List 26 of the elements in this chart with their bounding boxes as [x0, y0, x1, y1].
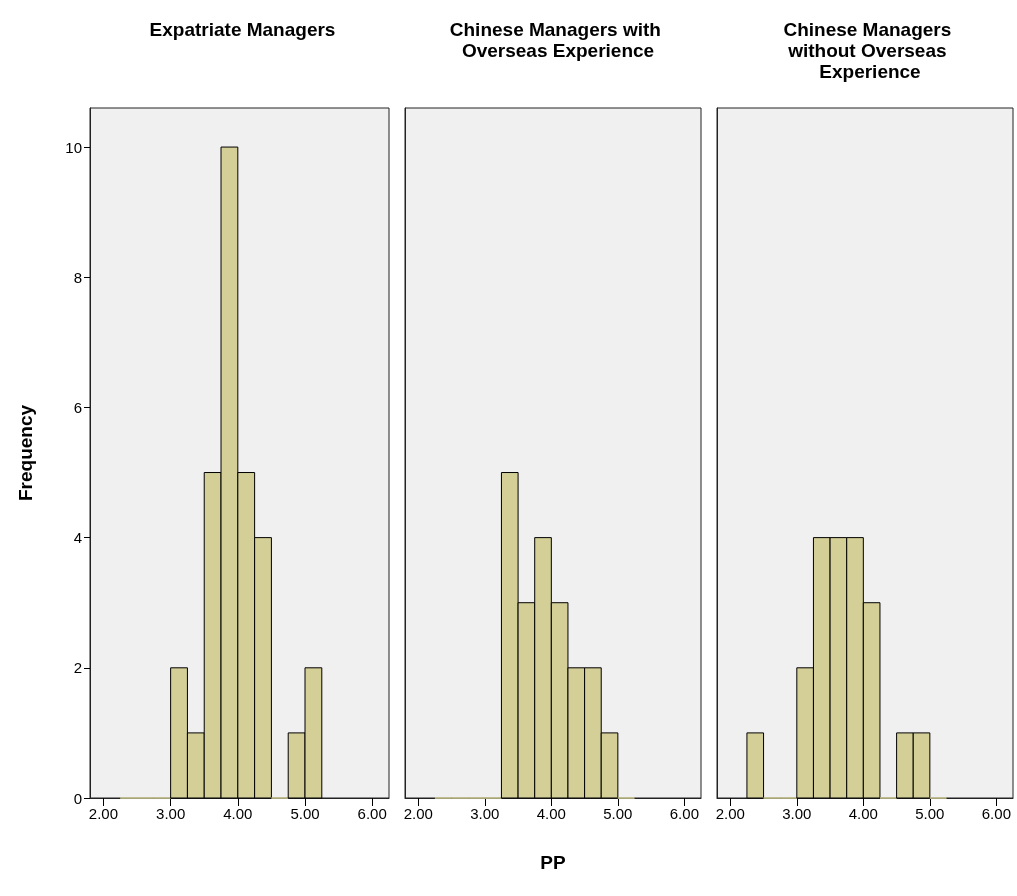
x-tick-label: 3.00 [156, 805, 186, 822]
y-tick-label: 10 [65, 138, 82, 156]
x-tick-label: 2.00 [403, 805, 433, 822]
x-tick-label: 5.00 [915, 805, 945, 822]
y-tick-label: 8 [73, 268, 82, 286]
x-tick-label: 2.00 [715, 805, 745, 822]
x-tick-label: 6.00 [357, 805, 387, 822]
x-axis-title: PP [540, 852, 566, 873]
x-tick-label: 3.00 [470, 805, 500, 822]
x-tick-label: 3.00 [782, 805, 812, 822]
y-tick-label: 4 [73, 529, 82, 547]
y-tick-label: 0 [73, 789, 82, 807]
x-tick-label: 5.00 [603, 805, 633, 822]
x-tick-label: 6.00 [669, 805, 699, 822]
chart-title: Expatriate Managers [149, 19, 336, 40]
x-tick-label: 2.00 [88, 805, 119, 822]
x-tick-label: 4.00 [848, 805, 878, 822]
x-tick-label: 4.00 [536, 805, 566, 822]
chart-title: Chinese Managers without Overseas Experience [783, 19, 957, 82]
y-axis-title: Frequency [15, 404, 36, 502]
y-tick-label: 2 [73, 659, 82, 677]
x-tick-label: 6.00 [981, 805, 1011, 822]
chart-title: Chinese Managers with Overseas Experience [449, 19, 667, 61]
x-tick-label: 5.00 [290, 805, 320, 822]
y-tick-label: 6 [73, 398, 82, 416]
x-tick-label: 4.00 [223, 805, 253, 822]
